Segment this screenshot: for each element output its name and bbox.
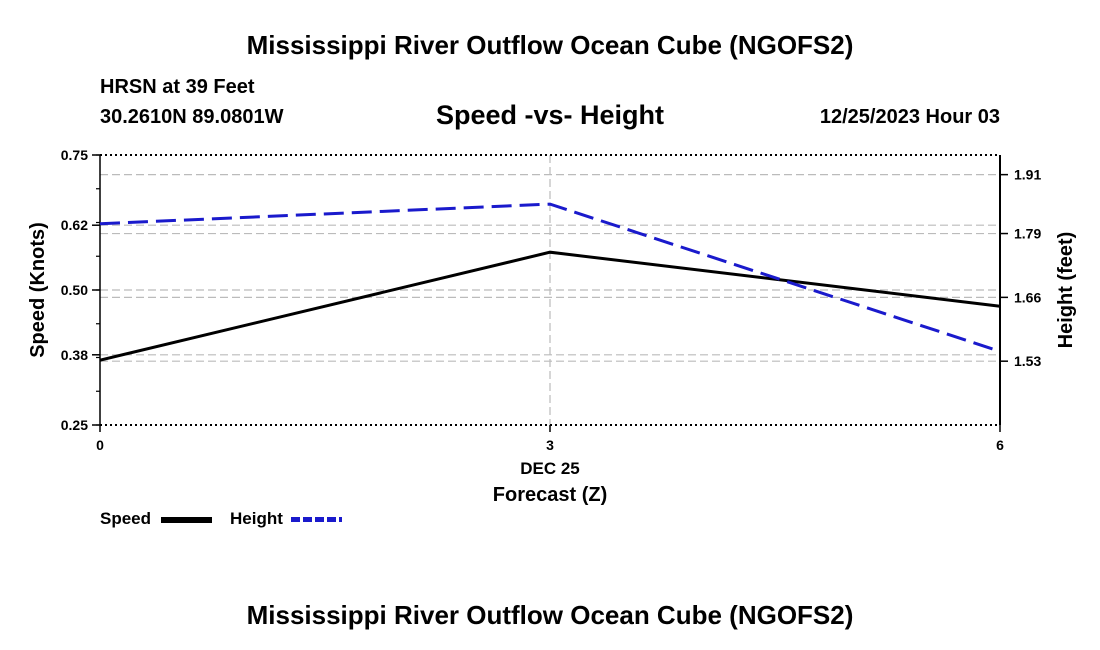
legend-height-label: Height [230,509,283,528]
x-tick-label: 6 [996,437,1004,453]
y-tick-label: 0.75 [61,147,88,163]
y2-tick-label: 1.79 [1014,226,1041,242]
y-axis-title: Speed (Knots) [27,222,49,358]
y2-axis-title: Height (feet) [1055,232,1077,349]
datetime-label: 12/25/2023 Hour 03 [819,106,1000,128]
legend-height-swatch [291,517,342,522]
y2-tick-label: 1.91 [1014,167,1041,183]
y-tick-label: 0.62 [61,217,88,233]
x-axis-title: Forecast (Z) [493,484,607,506]
chart-subtitle: Speed -vs- Height [435,100,665,130]
y-tick-label: 0.50 [61,282,88,298]
footer-title: Mississippi River Outflow Ocean Cube (NG… [246,600,854,630]
y2-tick-label: 1.66 [1014,289,1041,305]
x-tick-label: 3 [546,437,554,453]
legend-speed-label: Speed [100,509,152,528]
y-tick-label: 0.38 [61,347,88,363]
x-tick-label: 0 [96,437,104,453]
station-label: HRSN at 39 Feet [100,76,255,98]
y-tick-label: 0.25 [61,417,88,433]
speed-series-line [99,250,1001,362]
location-label: 30.2610N 89.0801W [100,106,284,128]
legend-speed-swatch [161,517,212,523]
x-date-label: DEC 25 [520,459,580,478]
y2-tick-label: 1.53 [1014,353,1041,369]
main-title: Mississippi River Outflow Ocean Cube (NG… [246,30,854,60]
height-series-line [99,202,1001,353]
